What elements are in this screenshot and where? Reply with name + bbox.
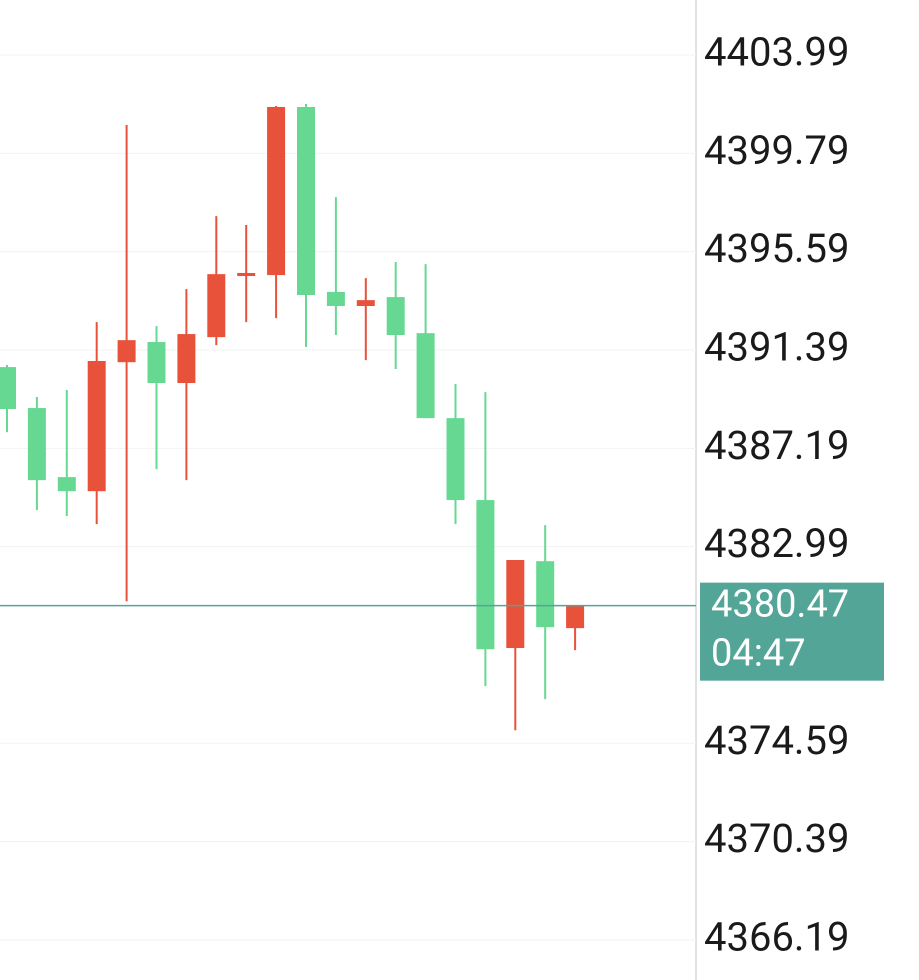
candle-body [207, 274, 226, 338]
candle-body [267, 106, 286, 276]
candle-body [0, 367, 16, 409]
candle-body [57, 477, 76, 492]
candle-body [27, 408, 46, 481]
candle-body [177, 334, 196, 384]
candle-body [476, 500, 495, 650]
y-tick-label: 4374.59 [704, 717, 849, 764]
y-tick-label: 4382.99 [704, 520, 849, 567]
candle-body [386, 297, 405, 336]
y-tick-label: 4395.59 [704, 225, 849, 272]
y-tick-label: 4370.39 [704, 815, 849, 862]
candle-body [117, 340, 136, 363]
y-tick-label: 4366.19 [704, 914, 849, 961]
countdown-label: 04:47 [711, 632, 806, 676]
last-price-label: 4380.47 [711, 583, 849, 627]
y-tick-label: 4391.39 [704, 324, 849, 371]
candle-body [536, 561, 555, 628]
y-tick-label: 4387.19 [704, 422, 849, 469]
candle-body [326, 291, 345, 306]
last-price-box [700, 582, 884, 681]
candle-body [566, 605, 585, 629]
candle-body [356, 300, 375, 306]
candle-body [237, 272, 256, 277]
y-tick-label: 4399.79 [704, 127, 849, 174]
y-tick-label: 4403.99 [704, 29, 849, 76]
candle-body [416, 333, 435, 419]
candle-body [446, 418, 465, 501]
candle-body [147, 342, 166, 384]
candle-body [506, 560, 525, 649]
candle-body [297, 106, 315, 295]
candle-body [87, 361, 106, 492]
